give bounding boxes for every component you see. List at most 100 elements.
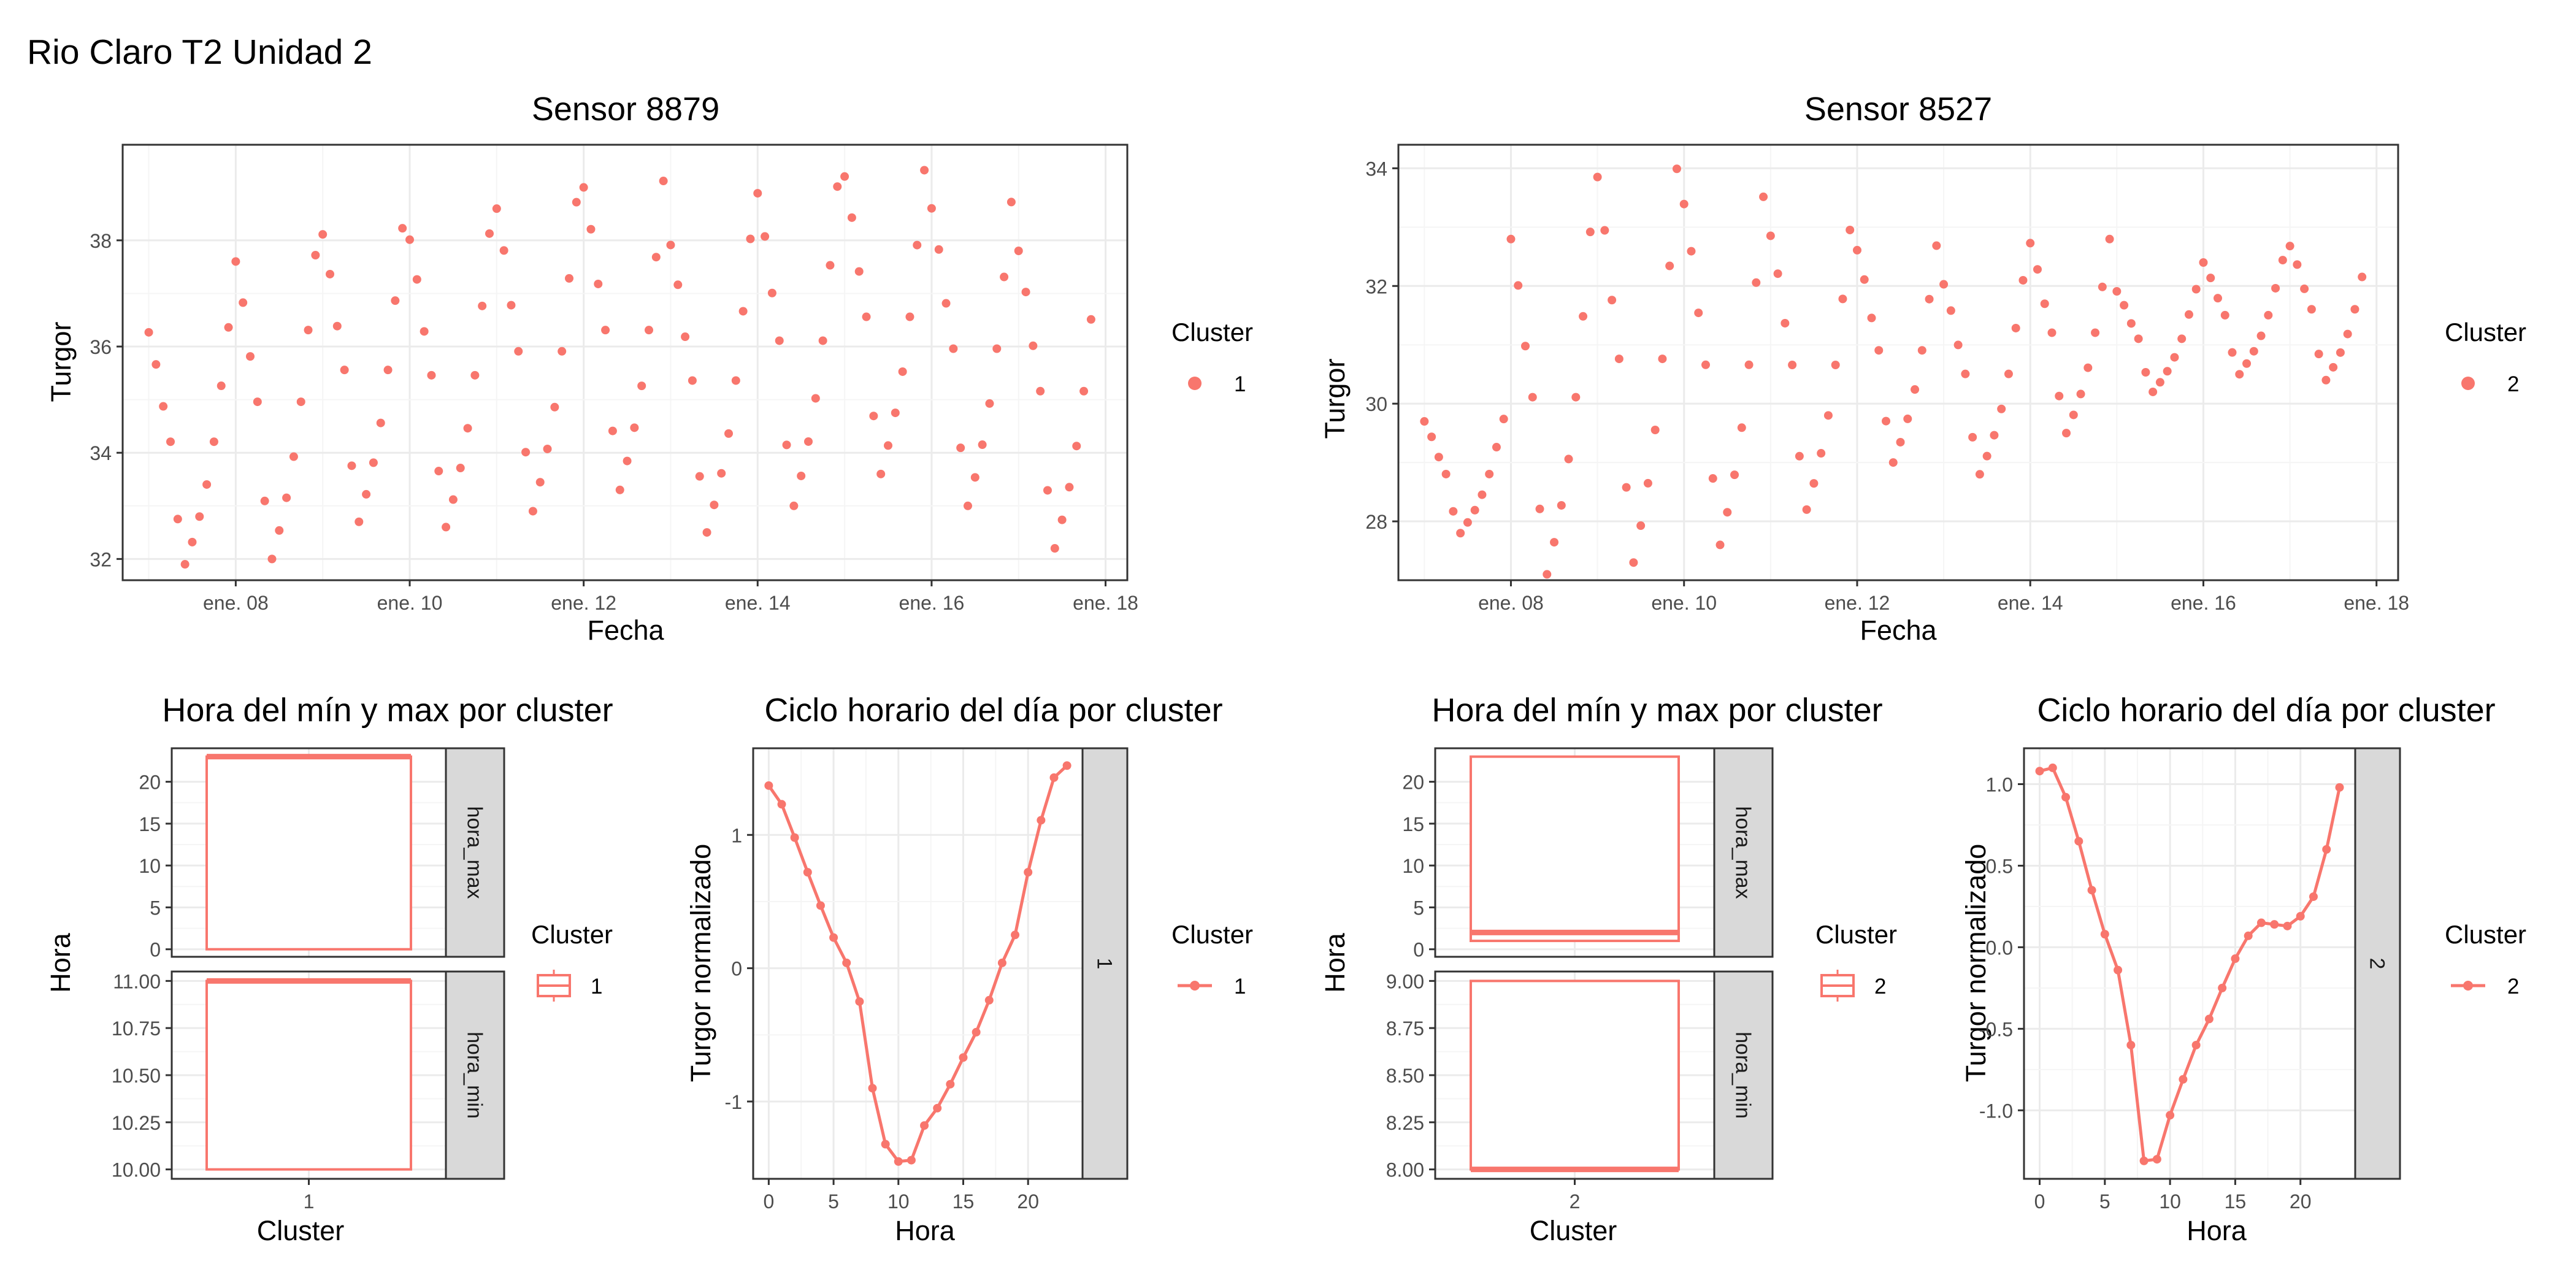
line1-point — [777, 800, 786, 809]
ts1-point — [311, 250, 320, 259]
ts2-point — [1723, 508, 1732, 517]
ts2-point — [1643, 478, 1652, 488]
ts2-point — [2112, 286, 2122, 296]
ts1-point — [681, 332, 690, 342]
line1-point — [764, 781, 773, 790]
ts2-point — [2134, 334, 2143, 343]
line2-point — [2231, 954, 2240, 964]
box2-legend-label: 2 — [1874, 975, 1886, 999]
line2-point — [2218, 983, 2227, 992]
box1-box — [205, 979, 413, 1171]
ts2-point — [2163, 367, 2172, 376]
line1-xlabel: Hora — [895, 1215, 956, 1246]
line2-point — [2035, 767, 2044, 776]
ts1-ytick-label: 34 — [90, 442, 112, 464]
ts1-point — [797, 471, 806, 480]
line2-point — [2152, 1155, 2161, 1164]
ts1-point — [535, 478, 545, 487]
ts2-point — [2191, 285, 2201, 294]
ts2-point — [1982, 451, 1991, 461]
line2-point — [2191, 1040, 2201, 1049]
ts1-point — [884, 441, 892, 450]
ts2-point — [2062, 429, 2071, 438]
ts1-point — [391, 296, 400, 305]
line2-point — [2126, 1040, 2136, 1049]
ts2-point — [1831, 361, 1840, 370]
ts2-point — [2220, 310, 2229, 320]
ts1-xtick-label: ene. 18 — [1073, 592, 1138, 614]
ts1-point — [224, 323, 233, 332]
line1-point — [1049, 773, 1059, 782]
ts2-point — [2314, 350, 2323, 359]
box1-f0-ytick-label: 20 — [139, 772, 161, 794]
line2-ylabel: Turgor normalizado — [1960, 844, 1991, 1083]
box2-f1-ytick-label: 8.50 — [1386, 1065, 1424, 1087]
ts2-point — [1882, 416, 1891, 426]
ts1-point — [188, 537, 197, 546]
ts1-point — [267, 554, 277, 564]
ts1-xtick-label: ene. 08 — [203, 592, 269, 614]
ts1-point — [282, 493, 291, 502]
box2-box — [1470, 979, 1680, 1171]
ts1-point — [761, 232, 770, 241]
ts1-ylabel: Turgor — [45, 322, 77, 402]
ts2-point — [2264, 310, 2273, 320]
ts2-point — [1781, 318, 1790, 328]
ts2-point — [1579, 312, 1588, 321]
ts2-point — [1744, 360, 1754, 369]
ts2-point — [1701, 360, 1710, 369]
ts2-point — [1939, 280, 1949, 289]
ts2-point — [1759, 192, 1768, 201]
box1-f0-strip — [445, 747, 505, 958]
line2-point — [2114, 965, 2123, 975]
ts2-point — [1809, 479, 1819, 488]
ts2-point — [1658, 355, 1667, 364]
ts2-point — [2026, 239, 2035, 248]
ts1-point — [615, 485, 624, 494]
line1-point — [959, 1053, 968, 1062]
ts1-point — [217, 381, 226, 391]
line1-point — [920, 1121, 929, 1130]
ts1-point — [405, 235, 414, 244]
ts1-point — [898, 367, 907, 376]
ts2-legend-key — [2461, 377, 2475, 390]
line2-legend-key — [2463, 981, 2473, 991]
ts2-point — [2249, 347, 2258, 356]
ts1-point — [847, 213, 856, 222]
ts1-point — [492, 204, 501, 213]
line2-point — [2296, 911, 2305, 921]
line2-panel-bg — [2024, 748, 2355, 1179]
ts2-point — [2055, 391, 2064, 401]
line2-title: Ciclo horario del día por cluster — [2037, 692, 2495, 729]
box2-title: Hora del mín y max por cluster — [1432, 692, 1882, 729]
ts1-point — [702, 528, 711, 537]
line1-ytick-label: 0 — [731, 958, 742, 980]
ts1-point — [521, 448, 531, 457]
ts1-point — [326, 269, 334, 278]
line2-point — [2244, 931, 2253, 940]
page-title: Rio Claro T2 Unidad 2 — [27, 33, 372, 72]
line2-ytick-label: 1.0 — [1986, 774, 2013, 796]
box2-box — [1470, 755, 1680, 943]
line1-ytick-label: 1 — [731, 824, 742, 846]
ts1-point — [304, 326, 313, 335]
ts1-point — [420, 327, 429, 336]
ts1-point — [645, 326, 653, 335]
ts2-point — [2213, 294, 2222, 303]
ts2-legend-title: Cluster — [2445, 318, 2526, 347]
ts1-point — [572, 197, 581, 207]
ts2-title: Sensor 8527 — [1804, 91, 1992, 128]
ts2-ytick-label: 34 — [1365, 158, 1387, 180]
line1-strip-label: 1 — [1093, 958, 1116, 970]
line2-ytick-label: 0.5 — [1986, 855, 2013, 877]
ts1-point — [608, 426, 617, 435]
ts1-point — [332, 321, 342, 331]
line1-ytick-label: -1 — [725, 1091, 742, 1113]
ts2-point — [1823, 411, 1833, 420]
line2-point — [2256, 918, 2266, 927]
ts2-point — [1694, 309, 1703, 318]
ts2-point — [1593, 172, 1602, 182]
ts1-point — [738, 307, 748, 316]
ts2-point — [1766, 231, 1775, 240]
